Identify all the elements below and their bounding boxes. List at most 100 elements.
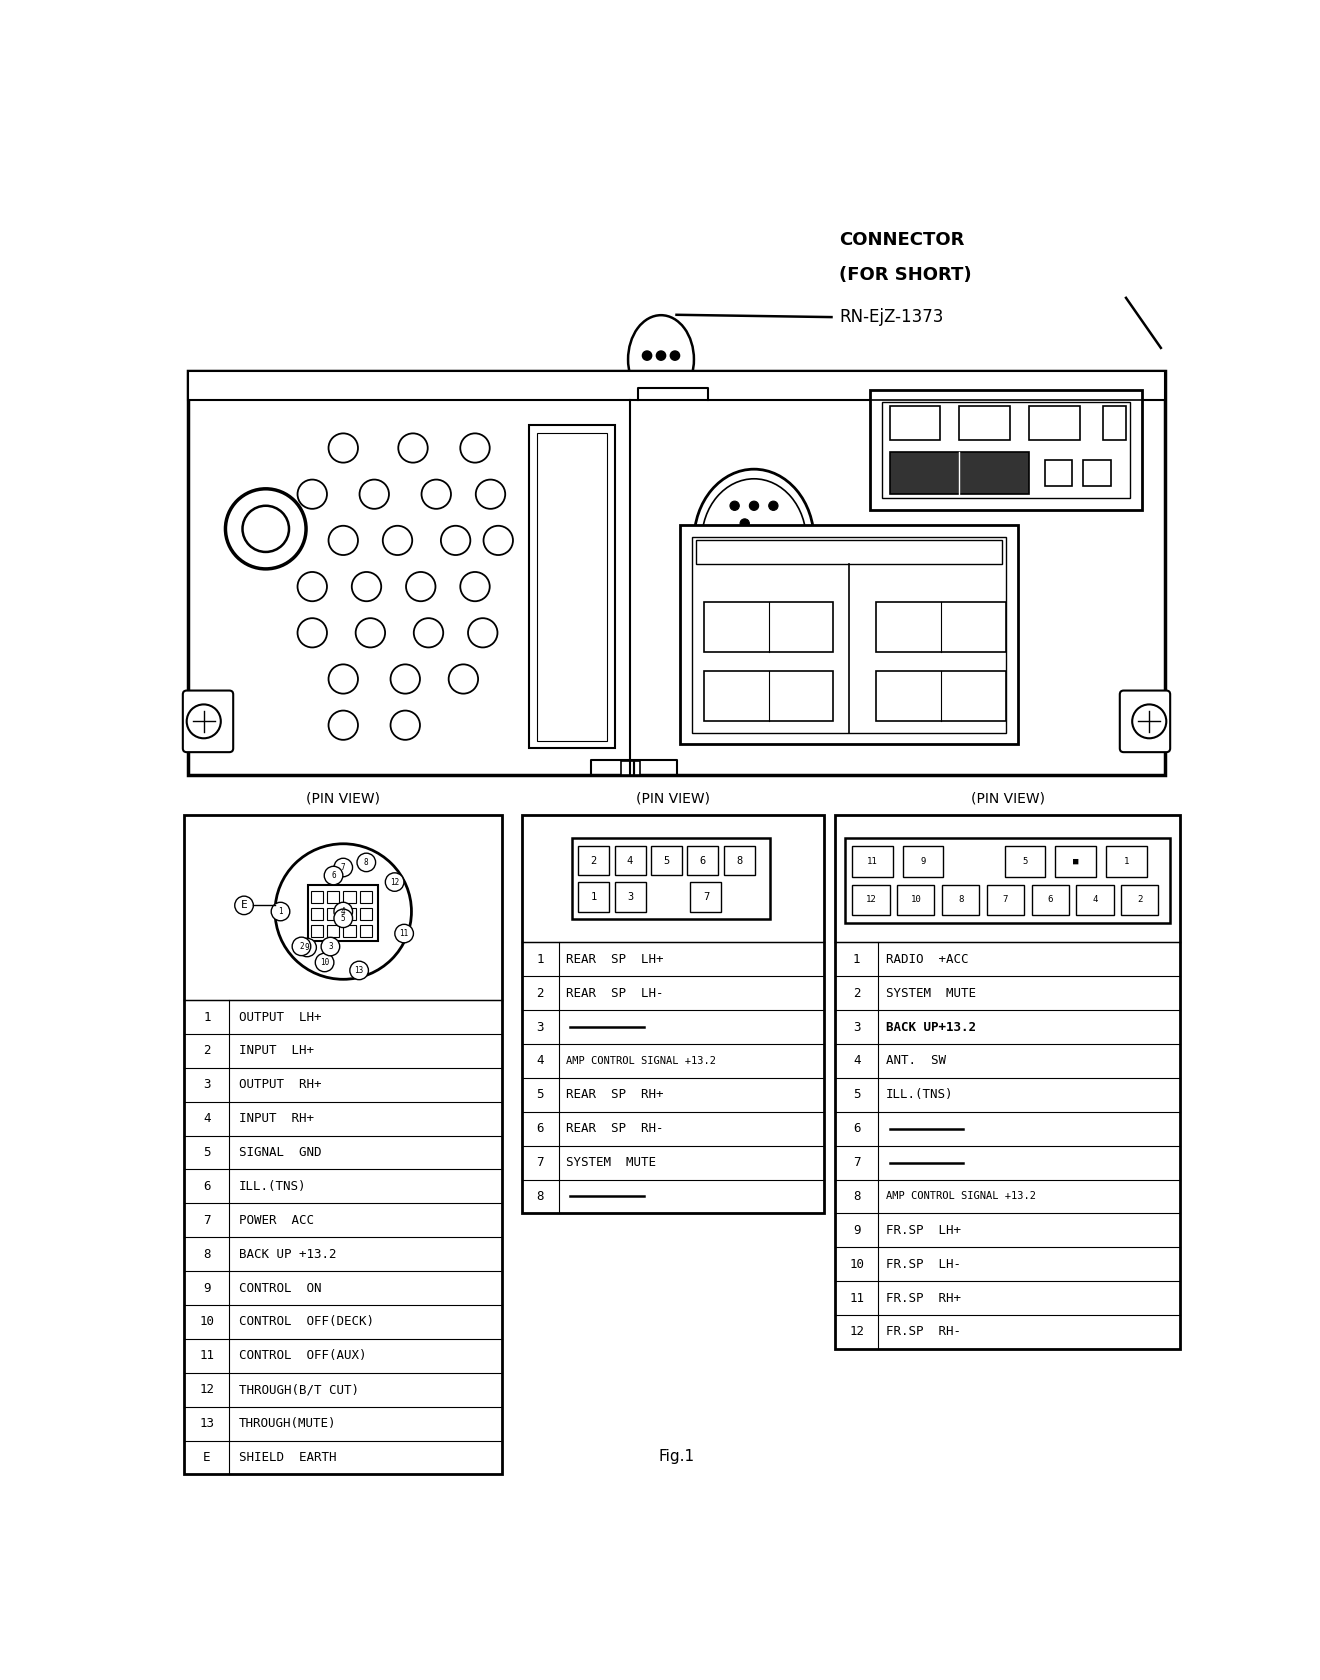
Text: 4: 4 [853, 1055, 861, 1067]
Bar [692, 536, 1006, 732]
Circle shape [395, 924, 413, 942]
Text: 9: 9 [203, 1282, 211, 1295]
Text: CONTROL  ON: CONTROL ON [239, 1282, 321, 1295]
Text: ANT.  SW: ANT. SW [886, 1055, 945, 1067]
Bar [343, 907, 355, 921]
Circle shape [325, 867, 343, 885]
Circle shape [441, 526, 470, 554]
Circle shape [271, 902, 290, 921]
Bar [651, 847, 682, 875]
Text: 4: 4 [1093, 895, 1098, 904]
Text: E: E [240, 900, 247, 911]
Circle shape [329, 711, 358, 739]
Text: 7: 7 [1003, 895, 1008, 904]
Text: FR.SP  LH-: FR.SP LH- [886, 1258, 961, 1270]
Circle shape [768, 559, 777, 568]
Text: 3: 3 [536, 1020, 544, 1033]
Text: 8: 8 [203, 1248, 211, 1260]
Text: OUTPUT  RH+: OUTPUT RH+ [239, 1079, 321, 1092]
Circle shape [186, 704, 220, 738]
Circle shape [719, 536, 729, 544]
Bar [327, 907, 339, 921]
Circle shape [656, 351, 665, 360]
Text: 10: 10 [319, 958, 329, 968]
Circle shape [298, 937, 317, 956]
Text: 6: 6 [700, 855, 706, 865]
Text: 12: 12 [866, 895, 876, 904]
Circle shape [730, 501, 739, 511]
Text: E: E [203, 1452, 211, 1463]
Bar [309, 885, 378, 941]
Text: CONNECTOR: CONNECTOR [840, 232, 965, 249]
Circle shape [383, 526, 412, 554]
Text: SIGNAL  GND: SIGNAL GND [239, 1146, 321, 1159]
Circle shape [399, 433, 428, 462]
Text: 2: 2 [300, 942, 304, 951]
Bar [870, 390, 1142, 509]
FancyBboxPatch shape [1119, 690, 1170, 753]
Text: SYSTEM  MUTE: SYSTEM MUTE [566, 1156, 656, 1169]
Text: THROUGH(B/T CUT): THROUGH(B/T CUT) [239, 1383, 359, 1396]
Circle shape [334, 858, 352, 877]
Text: 8: 8 [737, 855, 742, 865]
Circle shape [461, 433, 490, 462]
Circle shape [297, 571, 327, 601]
Text: ILL.(TNS): ILL.(TNS) [239, 1179, 306, 1193]
Text: 6: 6 [536, 1122, 544, 1136]
Text: 7: 7 [702, 892, 709, 902]
Text: 1: 1 [1123, 857, 1129, 865]
Bar [890, 452, 1030, 494]
Bar [942, 885, 979, 916]
Bar [185, 815, 502, 1475]
Text: INPUT  RH+: INPUT RH+ [239, 1112, 314, 1126]
Circle shape [483, 526, 513, 554]
Circle shape [391, 711, 420, 739]
Text: 10: 10 [911, 895, 921, 904]
Circle shape [350, 961, 368, 979]
Bar [882, 402, 1130, 497]
Text: 5: 5 [341, 914, 346, 922]
Bar [690, 882, 722, 912]
Text: 12: 12 [199, 1383, 214, 1396]
Circle shape [449, 664, 478, 694]
Text: 8: 8 [958, 895, 964, 904]
Circle shape [355, 618, 385, 647]
Bar [343, 924, 355, 937]
Text: 11: 11 [867, 857, 878, 865]
Text: 5: 5 [1022, 857, 1027, 865]
Text: RADIO  +ACC: RADIO +ACC [886, 953, 969, 966]
Text: FR.SP  RH-: FR.SP RH- [886, 1326, 961, 1339]
Circle shape [356, 853, 376, 872]
Bar [310, 907, 323, 921]
Bar [327, 924, 339, 937]
Bar [1030, 405, 1080, 440]
Bar [903, 847, 944, 877]
Circle shape [297, 618, 327, 647]
Text: REAR  SP  LH+: REAR SP LH+ [566, 953, 664, 966]
Circle shape [334, 902, 352, 921]
Ellipse shape [694, 469, 814, 612]
Text: 7: 7 [203, 1215, 211, 1226]
Bar [748, 590, 760, 598]
Text: 6: 6 [1048, 895, 1053, 904]
Bar [723, 847, 755, 875]
Text: 10: 10 [199, 1315, 214, 1329]
Circle shape [329, 433, 358, 462]
Bar [359, 907, 372, 921]
Circle shape [297, 479, 327, 509]
Bar [845, 838, 1170, 922]
Bar [578, 847, 609, 875]
Text: 8: 8 [536, 1189, 544, 1203]
Text: 9: 9 [853, 1223, 861, 1236]
Text: 4: 4 [341, 907, 346, 916]
Bar [327, 890, 339, 904]
Bar [620, 761, 640, 774]
Bar [615, 882, 645, 912]
Text: Fig.1: Fig.1 [659, 1450, 694, 1465]
Text: AMP CONTROL SIGNAL +13.2: AMP CONTROL SIGNAL +13.2 [886, 1191, 1036, 1201]
Text: 13: 13 [355, 966, 364, 974]
Text: AMP CONTROL SIGNAL +13.2: AMP CONTROL SIGNAL +13.2 [566, 1057, 717, 1065]
Bar [343, 890, 355, 904]
Text: 3: 3 [203, 1079, 211, 1092]
Text: 2: 2 [203, 1045, 211, 1057]
